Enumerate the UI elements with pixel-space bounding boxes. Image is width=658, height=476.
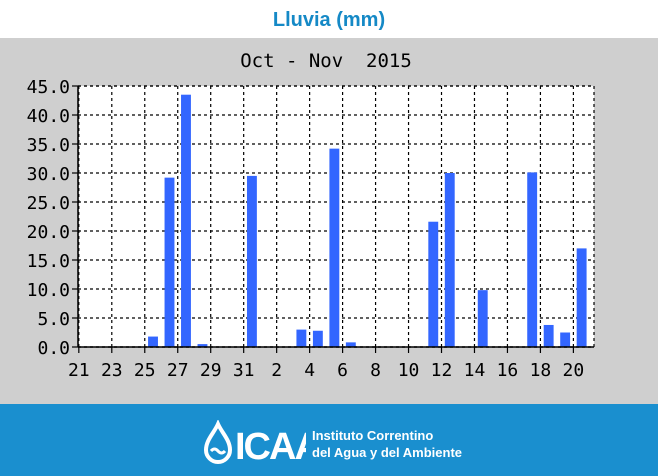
bar-19 <box>560 332 571 347</box>
bar-20 <box>576 248 587 347</box>
bar-28 <box>197 344 208 347</box>
page-title: Lluvia (mm) <box>272 9 386 31</box>
bar-31 <box>246 175 257 347</box>
bar-3 <box>296 329 307 347</box>
x-tick-label: 21 <box>68 360 90 381</box>
y-tick-label: 40.0 <box>27 106 70 127</box>
x-tick-label: 25 <box>134 360 156 381</box>
x-tick-label: 8 <box>370 360 381 381</box>
x-tick-label: 12 <box>431 360 453 381</box>
y-tick-label: 0.0 <box>37 338 70 359</box>
bar-26 <box>164 177 175 347</box>
bar-12 <box>444 173 455 347</box>
org-name-line-2: del Agua y del Ambiente <box>312 445 463 460</box>
org-name-line-1: Instituto Correntino <box>312 428 434 443</box>
chart-panel: Oct - Nov 2015 0.0 5.0 10.0 15.0 20.0 25.0 30.… <box>0 38 658 404</box>
bar-14 <box>477 290 488 347</box>
bar-25 <box>148 336 158 347</box>
header-bar: Lluvia (mm) <box>0 0 658 38</box>
chart-title: Oct - Nov 2015 <box>240 50 412 72</box>
footer-bar: ICAA Instituto Correntino del Agua y del… <box>0 404 658 476</box>
y-tick-label: 15.0 <box>27 251 70 272</box>
icaa-logo: ICAA <box>203 420 306 464</box>
x-tick-label: 29 <box>200 360 222 381</box>
y-axis-labels: 0.0 5.0 10.0 15.0 20.0 25.0 30.0 35.0 40.0 45.0 <box>27 77 70 359</box>
x-tick-label: 18 <box>530 360 552 381</box>
bar-27 <box>181 94 191 347</box>
org-name: Instituto Correntino del Agua y del Ambi… <box>312 427 462 461</box>
x-tick-label: 2 <box>271 360 282 381</box>
logo-wordmark: ICAA <box>235 426 306 464</box>
bar-6 <box>345 342 356 347</box>
drop-wave-icon <box>209 447 227 455</box>
y-tick-label: 25.0 <box>27 193 70 214</box>
y-tick-label: 30.0 <box>27 164 70 185</box>
water-drop-icon <box>203 420 233 464</box>
x-tick-label: 6 <box>337 360 348 381</box>
y-tick-label: 45.0 <box>27 77 70 98</box>
x-tick-label: 14 <box>464 360 486 381</box>
x-tick-label: 10 <box>398 360 420 381</box>
x-tick-label: 4 <box>304 360 315 381</box>
x-tick-label: 23 <box>101 360 123 381</box>
x-tick-label: 27 <box>167 360 189 381</box>
x-tick-label: 31 <box>233 360 255 381</box>
y-tick-label: 35.0 <box>27 135 70 156</box>
x-tick-label: 20 <box>563 360 585 381</box>
y-tick-label: 5.0 <box>37 309 70 330</box>
rainfall-bar-chart: Oct - Nov 2015 0.0 5.0 10.0 15.0 20.0 25.0 30.… <box>27 50 595 381</box>
bar-18 <box>543 324 554 347</box>
chart-axes <box>72 85 595 353</box>
bar-4 <box>312 330 323 347</box>
bar-17 <box>527 172 538 347</box>
x-axis-labels: 21 23 25 27 29 31 2 4 6 8 10 12 14 16 18 20 <box>68 360 584 381</box>
y-tick-label: 20.0 <box>27 222 70 243</box>
bar-11 <box>428 221 439 347</box>
bar-5 <box>329 148 340 347</box>
chart-bars <box>148 94 587 347</box>
y-tick-label: 10.0 <box>27 280 70 301</box>
x-tick-label: 16 <box>497 360 519 381</box>
